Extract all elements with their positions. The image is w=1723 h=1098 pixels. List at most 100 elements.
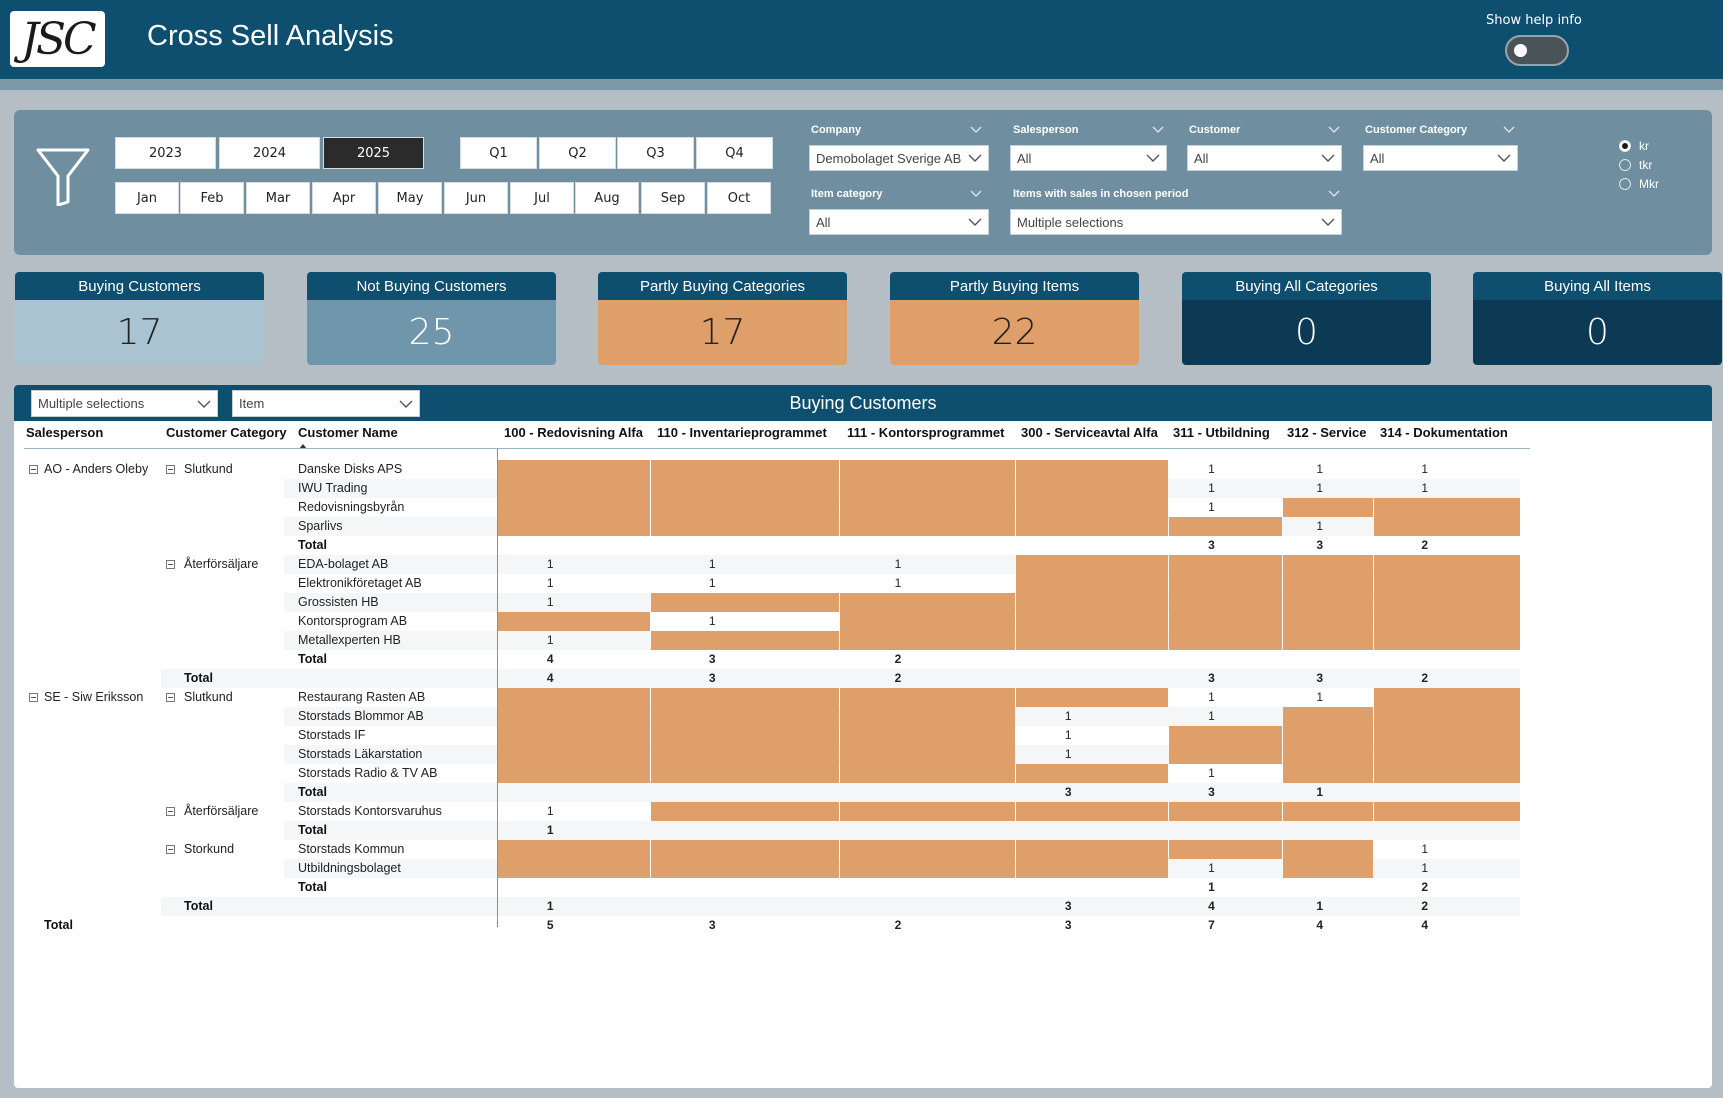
value-cell: 1 (546, 557, 554, 571)
not-bought-cell (1169, 802, 1282, 821)
collapse-icon[interactable] (29, 693, 38, 702)
value-cell: 1 (1208, 462, 1215, 476)
kpi-card-partly-buying-items[interactable]: Partly Buying Items 22 (890, 272, 1139, 365)
value-cell: 4 (1208, 899, 1215, 913)
customer-category-header-chevron-icon[interactable] (1503, 123, 1515, 135)
customer-name-cell[interactable]: Elektronikföretaget AB (298, 576, 422, 590)
kpi-card-buying-all-categories[interactable]: Buying All Categories 0 (1182, 272, 1431, 365)
not-bought-cell (1283, 745, 1373, 764)
customer-name-cell[interactable]: Danske Disks APS (298, 462, 403, 476)
header-customer-category[interactable]: Customer Category (166, 425, 287, 440)
kpi-card-partly-buying-categories[interactable]: Partly Buying Categories 17 (598, 272, 847, 365)
customer-name-cell[interactable]: IWU Trading (298, 481, 368, 495)
month-button-jul[interactable]: Jul (510, 182, 574, 214)
help-info-toggle[interactable] (1505, 35, 1569, 66)
salesperson-dropdown[interactable]: All (1010, 145, 1167, 171)
quarter-button-q1[interactable]: Q1 (460, 137, 537, 169)
customer-name-cell[interactable]: Storstads Radio & TV AB (298, 766, 438, 780)
quarter-button-q2[interactable]: Q2 (539, 137, 616, 169)
customer-name-cell[interactable]: Redovisningsbyrån (298, 500, 405, 514)
subtotal-label: Total (298, 880, 327, 894)
unit-radio-tkr[interactable]: tkr (1619, 155, 1659, 174)
customer-name-cell[interactable]: Sparlivs (298, 519, 343, 533)
quarter-button-q4[interactable]: Q4 (696, 137, 773, 169)
not-bought-cell (1283, 555, 1373, 574)
value-cell: 3 (1208, 671, 1215, 685)
collapse-icon[interactable] (166, 807, 175, 816)
not-bought-cell (1169, 840, 1282, 859)
items-with-sales-dropdown[interactable]: Multiple selections (1010, 209, 1342, 235)
matrix-selection-dropdown[interactable]: Multiple selections (31, 390, 218, 417)
kpi-value: 0 (1182, 300, 1431, 365)
customer-name-cell[interactable]: Grossisten HB (298, 595, 379, 609)
month-button-jun[interactable]: Jun (444, 182, 508, 214)
year-button-2025[interactable]: 2025 (323, 137, 424, 169)
customer-name-cell[interactable]: Metallexperten HB (298, 633, 401, 647)
month-button-feb[interactable]: Feb (180, 182, 244, 214)
month-button-jan[interactable]: Jan (115, 182, 179, 214)
kpi-card-not-buying-customers[interactable]: Not Buying Customers 25 (307, 272, 556, 365)
row-band (284, 783, 1520, 802)
customer-category-dropdown[interactable]: All (1363, 145, 1518, 171)
value-cell: 4 (1421, 918, 1429, 932)
not-bought-cell (1016, 555, 1168, 574)
filter-funnel-icon (36, 148, 90, 206)
customer-name-cell[interactable]: Storstads Kontorsvaruhus (298, 804, 442, 818)
unit-radio-kr[interactable]: kr (1619, 136, 1659, 155)
not-bought-cell (1374, 517, 1520, 536)
kpi-card-buying-all-items[interactable]: Buying All Items 0 (1473, 272, 1722, 365)
not-bought-cell (840, 745, 1015, 764)
month-button-sep[interactable]: Sep (641, 182, 705, 214)
kpi-card-buying-customers[interactable]: Buying Customers 17 (15, 272, 264, 365)
not-bought-cell (1016, 574, 1168, 593)
not-bought-cell (1374, 707, 1520, 726)
column-header-100[interactable]: 100 - Redovisning Alfa (504, 425, 643, 440)
kpi-label: Partly Buying Items (890, 272, 1139, 300)
column-header-110[interactable]: 110 - Inventarieprogrammet (657, 425, 827, 440)
not-bought-cell (1374, 726, 1520, 745)
collapse-icon[interactable] (166, 465, 175, 474)
customer-name-cell[interactable]: Storstads Kommun (298, 842, 405, 856)
month-button-oct[interactable]: Oct (707, 182, 771, 214)
not-bought-cell (840, 802, 1015, 821)
customer-dropdown[interactable]: All (1187, 145, 1342, 171)
column-header-111[interactable]: 111 - Kontorsprogrammet (847, 425, 1005, 440)
column-header-311[interactable]: 311 - Utbildning (1173, 425, 1270, 440)
customer-name-cell[interactable]: EDA-bolaget AB (298, 557, 389, 571)
collapse-icon[interactable] (166, 693, 175, 702)
customer-name-cell[interactable]: Storstads Läkarstation (298, 747, 423, 761)
unit-radio-mkr[interactable]: Mkr (1619, 174, 1659, 193)
customer-name-cell[interactable]: Restaurang Rasten AB (298, 690, 426, 704)
customer-name-cell[interactable]: Utbildningsbolaget (298, 861, 401, 875)
month-button-aug[interactable]: Aug (575, 182, 639, 214)
item-category-label: Item category (811, 188, 883, 200)
column-header-312[interactable]: 312 - Service (1287, 425, 1367, 440)
company-dropdown[interactable]: Demobolaget Sverige AB (809, 145, 989, 171)
year-button-2024[interactable]: 2024 (219, 137, 320, 169)
column-header-300[interactable]: 300 - Serviceavtal Alfa (1021, 425, 1158, 440)
month-button-mar[interactable]: Mar (246, 182, 310, 214)
collapse-icon[interactable] (166, 845, 175, 854)
year-button-2023[interactable]: 2023 (115, 137, 216, 169)
header-salesperson[interactable]: Salesperson (26, 425, 104, 440)
company-header-chevron-icon[interactable] (970, 123, 982, 135)
customer-name-cell[interactable]: Kontorsprogram AB (298, 614, 408, 628)
customer-name-cell[interactable]: Storstads Blommor AB (298, 709, 424, 723)
collapse-icon[interactable] (166, 560, 175, 569)
not-bought-cell (1283, 593, 1373, 612)
item-category-header-chevron-icon[interactable] (970, 187, 982, 199)
item-category-dropdown[interactable]: All (809, 209, 989, 235)
not-bought-cell (651, 745, 839, 764)
matrix-level-dropdown[interactable]: Item (232, 390, 420, 417)
collapse-icon[interactable] (29, 465, 38, 474)
not-bought-cell (840, 688, 1015, 707)
items-with-sales-header-chevron-icon[interactable] (1328, 187, 1340, 199)
customer-header-chevron-icon[interactable] (1328, 123, 1340, 135)
month-button-may[interactable]: May (378, 182, 442, 214)
column-header-314[interactable]: 314 - Dokumentation (1380, 425, 1508, 440)
month-button-apr[interactable]: Apr (312, 182, 376, 214)
customer-name-cell[interactable]: Storstads IF (298, 728, 366, 742)
header-customer-name[interactable]: Customer Name (298, 425, 398, 440)
salesperson-header-chevron-icon[interactable] (1152, 123, 1164, 135)
quarter-button-q3[interactable]: Q3 (617, 137, 694, 169)
